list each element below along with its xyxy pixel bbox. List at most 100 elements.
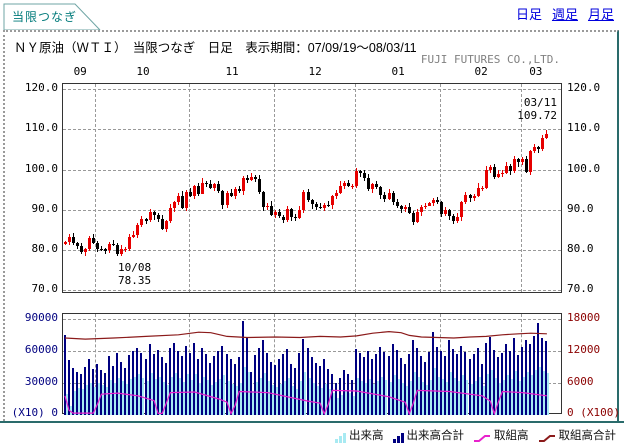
candle-body xyxy=(419,206,423,213)
volume-front-bar xyxy=(438,376,441,415)
candle-body xyxy=(241,177,245,192)
candle-body xyxy=(342,183,346,186)
candle-body xyxy=(338,185,342,194)
volume-total-bar xyxy=(124,367,127,415)
legend-line-icon xyxy=(474,435,490,442)
volume-total-bar xyxy=(205,354,208,415)
candle-body xyxy=(525,159,529,172)
candle-wick xyxy=(319,203,321,209)
volume-total-bar xyxy=(282,354,285,415)
tab-front-month[interactable]: 当限つなぎ xyxy=(3,3,103,31)
candle-body xyxy=(185,191,188,209)
volume-total-bar xyxy=(504,344,507,415)
volume-front-bar xyxy=(89,382,92,415)
nav-link-日足[interactable]: 日足 xyxy=(515,7,542,22)
volume-total-bar xyxy=(229,359,232,415)
volume-front-bar xyxy=(466,379,469,415)
volume-front-bar xyxy=(336,397,339,415)
volume-front-bar xyxy=(284,380,287,415)
price-gridline xyxy=(63,169,561,171)
candle-body xyxy=(75,243,79,246)
volume-front-bar xyxy=(470,384,473,415)
volume-total-bar xyxy=(176,350,179,415)
price-ytick-right: 70.0 xyxy=(567,281,594,295)
volume-front-bar xyxy=(106,387,108,415)
candle-wick xyxy=(518,158,520,167)
candle-body xyxy=(132,234,136,238)
volume-ytick-left: 90000 xyxy=(24,310,58,324)
price-ytick-left: 110.0 xyxy=(24,121,58,135)
candle-body xyxy=(253,176,257,179)
volume-front-bar xyxy=(409,380,412,415)
candle-body xyxy=(496,174,500,177)
volume-total-bar xyxy=(488,336,491,415)
month-gridline xyxy=(439,84,441,292)
volume-total-bar xyxy=(452,348,455,415)
candle-body xyxy=(108,244,112,251)
candle-body xyxy=(144,219,148,221)
timeframe-nav: 日足 週足 月足 xyxy=(506,4,614,23)
volume-front-bar xyxy=(65,393,68,415)
oi-total-line xyxy=(64,330,547,340)
volume-total-bar xyxy=(209,362,212,415)
volume-front-bar xyxy=(328,389,331,415)
price-ytick-left: 120.0 xyxy=(24,81,58,95)
candle-body xyxy=(91,238,95,243)
month-gridline xyxy=(273,314,275,413)
candle-body xyxy=(136,225,140,235)
volume-front-bar xyxy=(259,377,262,415)
candle-body xyxy=(355,171,359,186)
price-ytick-right: 100.0 xyxy=(567,161,601,175)
volume-front-bar xyxy=(170,376,173,415)
candle-body xyxy=(347,183,350,186)
volume-front-bar xyxy=(519,380,522,415)
volume-front-bar xyxy=(446,381,449,415)
volume-front-bar xyxy=(239,382,242,415)
volume-total-bar xyxy=(322,359,325,415)
volume-total-bar xyxy=(326,369,329,415)
legend-label: 出来高 xyxy=(349,430,384,442)
candle-body xyxy=(148,211,152,221)
candle-body xyxy=(444,209,448,214)
candle-body xyxy=(452,216,456,222)
volume-total-bar xyxy=(237,357,240,415)
price-ytick-left: 100.0 xyxy=(24,161,58,175)
volume-ytick-left: 60000 xyxy=(24,342,58,356)
tab-label: 当限つなぎ xyxy=(12,10,78,24)
volume-front-bar xyxy=(535,370,538,415)
candle-body xyxy=(513,159,517,172)
legend-bars-icon xyxy=(392,433,404,443)
volume-total-bar xyxy=(290,363,293,415)
candle-body xyxy=(500,172,504,175)
volume-total-bar xyxy=(144,359,147,415)
volume-total-bar xyxy=(128,355,131,415)
volume-ytick-right: 12000 xyxy=(567,342,601,356)
volume-front-bar xyxy=(110,379,113,415)
volume-front-bar xyxy=(308,377,311,415)
volume-front-bar xyxy=(231,384,234,415)
nav-link-月足[interactable]: 月足 xyxy=(587,7,614,22)
volume-total-bar xyxy=(75,372,78,415)
nav-link-週足[interactable]: 週足 xyxy=(551,7,578,22)
volume-total-bar xyxy=(160,357,163,415)
volume-front-bar xyxy=(268,380,270,415)
candle-body xyxy=(237,189,241,192)
candle-body xyxy=(87,238,91,249)
candle-body xyxy=(415,212,419,222)
volume-front-bar xyxy=(430,379,432,415)
volume-front-bar xyxy=(158,376,161,415)
price-gridline xyxy=(63,249,561,251)
low-annotation: 10/08 78.35 xyxy=(118,261,152,287)
volume-front-bar xyxy=(397,378,400,415)
month-gridline xyxy=(273,84,275,292)
candle-wick xyxy=(327,201,329,208)
candle-body xyxy=(545,134,549,138)
volume-total-bar xyxy=(342,370,345,415)
candle-body xyxy=(261,192,265,208)
volume-front-bar xyxy=(490,370,493,415)
volume-total-bar xyxy=(391,344,394,415)
candle-body xyxy=(464,195,468,203)
volume-front-bar xyxy=(195,374,198,415)
candle-body xyxy=(371,184,375,190)
volume-total-bar xyxy=(440,350,443,415)
